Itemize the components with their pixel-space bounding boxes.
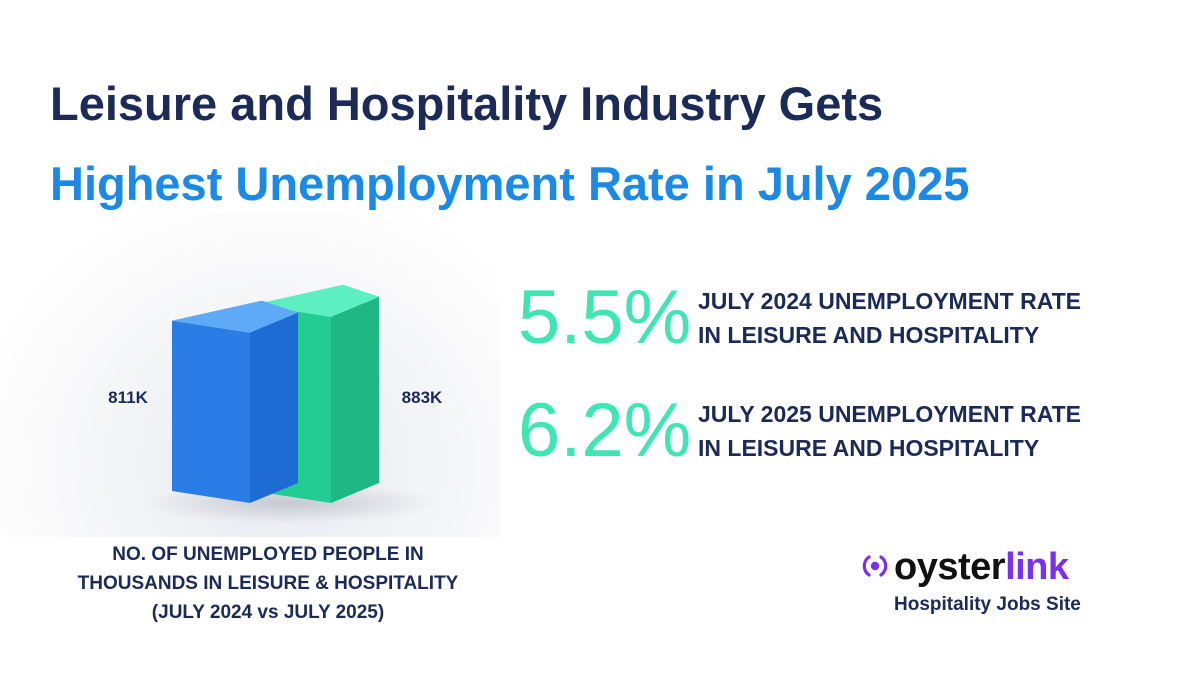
brand-logo: oysterlink Hospitality Jobs Site: [858, 545, 1138, 625]
stat-july-2024: 5.5% JULY 2024 UNEMPLOYMENT RATE IN LEIS…: [518, 278, 1158, 358]
chart-caption-line-2: THOUSANDS IN LEISURE & HOSPITALITY: [77, 573, 459, 594]
stat-label-line-1: JULY 2024 UNEMPLOYMENT RATE: [698, 288, 1082, 314]
stat-july-2025: 6.2% JULY 2025 UNEMPLOYMENT RATE IN LEIS…: [518, 391, 1158, 471]
chart-caption-line-3: (JULY 2024 vs JULY 2025): [151, 602, 385, 623]
brand-name-part-1: oyster: [894, 546, 1006, 588]
bar-2-side: [331, 296, 379, 503]
stat-label-line-2: IN LEISURE AND HOSPITALITY: [698, 322, 1040, 348]
stat-label-line-1: JULY 2025 UNEMPLOYMENT RATE: [698, 401, 1082, 427]
oysterlink-logo-icon: [862, 555, 888, 577]
brand-tagline: Hospitality Jobs Site: [894, 594, 1081, 615]
bar-chart: [140, 284, 440, 523]
bar-1-top: [172, 300, 298, 333]
stat-label: JULY 2025 UNEMPLOYMENT RATE IN LEISURE A…: [698, 397, 1081, 465]
bar-value-label-1: 811K: [108, 388, 148, 407]
brand-name: oysterlink: [894, 545, 1069, 589]
bar-1: [172, 300, 298, 503]
bar-value-label-2: 883K: [401, 388, 443, 407]
stat-value: 5.5%: [518, 275, 692, 360]
bar-1-front: [172, 320, 250, 503]
stat-label-line-2: IN LEISURE AND HOSPITALITY: [698, 435, 1040, 461]
chart-caption-line-1: NO. OF UNEMPLOYED PEOPLE IN: [112, 544, 424, 565]
brand-name-part-2: link: [1005, 546, 1069, 588]
stat-value: 6.2%: [518, 388, 692, 473]
title-line-2: Highest Unemployment Rate in July 2025: [50, 157, 970, 210]
stat-label: JULY 2024 UNEMPLOYMENT RATE IN LEISURE A…: [698, 284, 1081, 352]
title-line-1: Leisure and Hospitality Industry Gets: [50, 77, 884, 130]
chart-caption: NO. OF UNEMPLOYED PEOPLE IN THOUSANDS IN…: [58, 540, 478, 627]
bar-1-side: [250, 312, 298, 503]
